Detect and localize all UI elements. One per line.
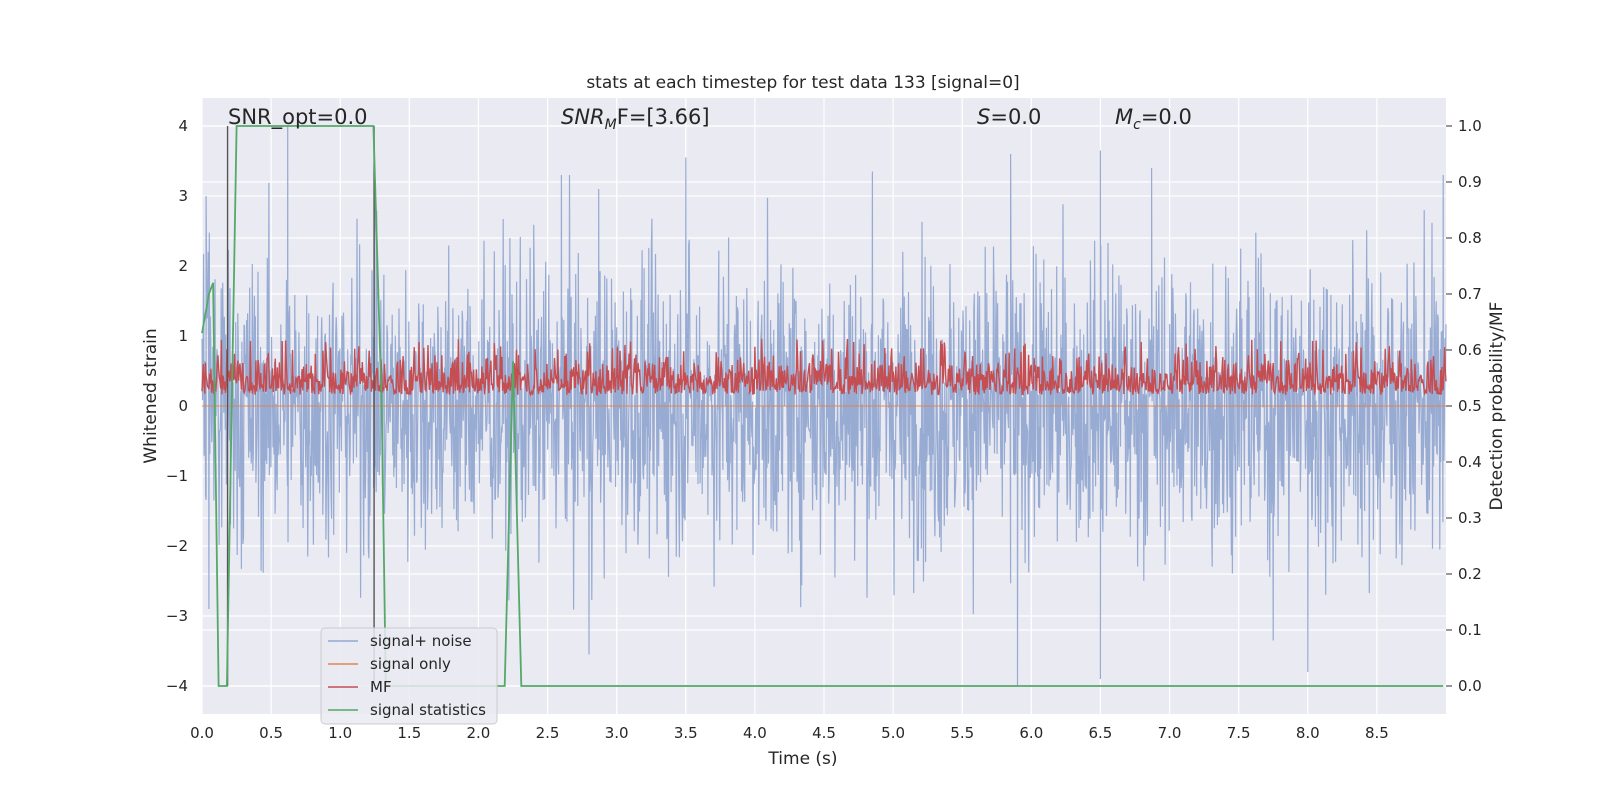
y2-tick-label: 0.3 xyxy=(1458,509,1482,527)
snr-mf-sub: M xyxy=(605,117,617,133)
legend-box xyxy=(320,627,498,725)
y2-tick-label: 0.0 xyxy=(1458,677,1482,695)
signal-statistics-layer xyxy=(201,125,1444,687)
x-axis-label: Time (s) xyxy=(767,749,837,769)
x-tick-label: 5.0 xyxy=(881,724,905,742)
y2-tick-label: 0.4 xyxy=(1458,453,1482,471)
mf-layer xyxy=(201,338,1447,397)
y-axis-label: Whitened strain xyxy=(141,328,161,463)
y-tick-label: 2 xyxy=(178,257,188,275)
y2-tick-label: 0.7 xyxy=(1458,285,1482,303)
legend-label-signal-noise: signal+ noise xyxy=(370,632,472,650)
x-tick-label: 1.5 xyxy=(397,724,421,742)
legend-label-mf: MF xyxy=(370,678,392,696)
x-tick-label: 4.0 xyxy=(743,724,767,742)
x-tick-label: 5.5 xyxy=(950,724,974,742)
x-tick-label: 4.5 xyxy=(812,724,836,742)
y-tick-label: 0 xyxy=(178,397,188,415)
x-tick-label: 0.5 xyxy=(259,724,283,742)
x-tick-label: 3.5 xyxy=(674,724,698,742)
y-tick-label: 4 xyxy=(178,117,188,135)
ticks: 0.0 0.5 1.0 1.5 2.0 2.5 3.0 3.5 4.0 4.5 5.0 5.5 6.0 6… xyxy=(166,117,1482,742)
y2-axis-label: Detection probability/MF xyxy=(1487,302,1507,511)
mc-sub: c xyxy=(1133,117,1141,133)
snr-mf-main: SNR xyxy=(561,105,605,129)
series-signal-noise-line xyxy=(201,125,1447,687)
annotation-snr-mf: SNRMF=[3.66] xyxy=(561,105,710,133)
x-tick-label: 2.0 xyxy=(467,724,491,742)
mc-rest: =0.0 xyxy=(1141,105,1192,129)
chart-title: stats at each timestep for test data 133… xyxy=(586,73,1019,93)
x-tick-label: 2.5 xyxy=(536,724,560,742)
y2-tick-label: 1.0 xyxy=(1458,117,1482,135)
legend-label-signal-only: signal only xyxy=(370,655,451,673)
y-tick-label: −3 xyxy=(166,607,188,625)
x-tick-label: 8.5 xyxy=(1365,724,1389,742)
signal-noise-layer xyxy=(201,125,1447,687)
x-tick-label: 0.0 xyxy=(190,724,214,742)
x-tick-label: 6.0 xyxy=(1019,724,1043,742)
y-tick-label: −2 xyxy=(166,537,188,555)
x-tick-label: 7.0 xyxy=(1158,724,1182,742)
legend: signal+ noise signal only MF signal stat… xyxy=(320,627,498,725)
y-tick-label: −1 xyxy=(166,467,188,485)
series-signal-statistics-line xyxy=(201,125,1444,687)
y2-tick-label: 0.1 xyxy=(1458,621,1482,639)
x-tick-label: 1.0 xyxy=(328,724,352,742)
annotation-snr-opt: SNR_opt=0.0 xyxy=(228,105,368,130)
s-main: S xyxy=(977,105,990,129)
s-rest: =0.0 xyxy=(990,105,1041,129)
series-mf-line xyxy=(201,338,1447,397)
y-tick-label: 1 xyxy=(178,327,188,345)
marker-lines xyxy=(226,126,375,686)
annotation-s: S=0.0 xyxy=(977,105,1041,129)
snr-mf-rest: F=[3.66] xyxy=(617,105,710,129)
x-tick-label: 8.0 xyxy=(1296,724,1320,742)
x-tick-label: 3.0 xyxy=(605,724,629,742)
x-tick-label: 6.5 xyxy=(1089,724,1113,742)
y2-tick-label: 0.8 xyxy=(1458,229,1482,247)
mc-main: M xyxy=(1115,105,1133,129)
y2-tick-label: 0.5 xyxy=(1458,397,1482,415)
legend-label-signal-statistics: signal statistics xyxy=(370,701,486,719)
y2-tick-label: 0.2 xyxy=(1458,565,1482,583)
annotation-mc: Mc=0.0 xyxy=(1115,105,1192,133)
y-tick-label: 3 xyxy=(178,187,188,205)
y2-tick-label: 0.6 xyxy=(1458,341,1482,359)
y2-tick-label: 0.9 xyxy=(1458,173,1482,191)
y-tick-label: −4 xyxy=(166,677,188,695)
x-tick-label: 7.5 xyxy=(1227,724,1251,742)
